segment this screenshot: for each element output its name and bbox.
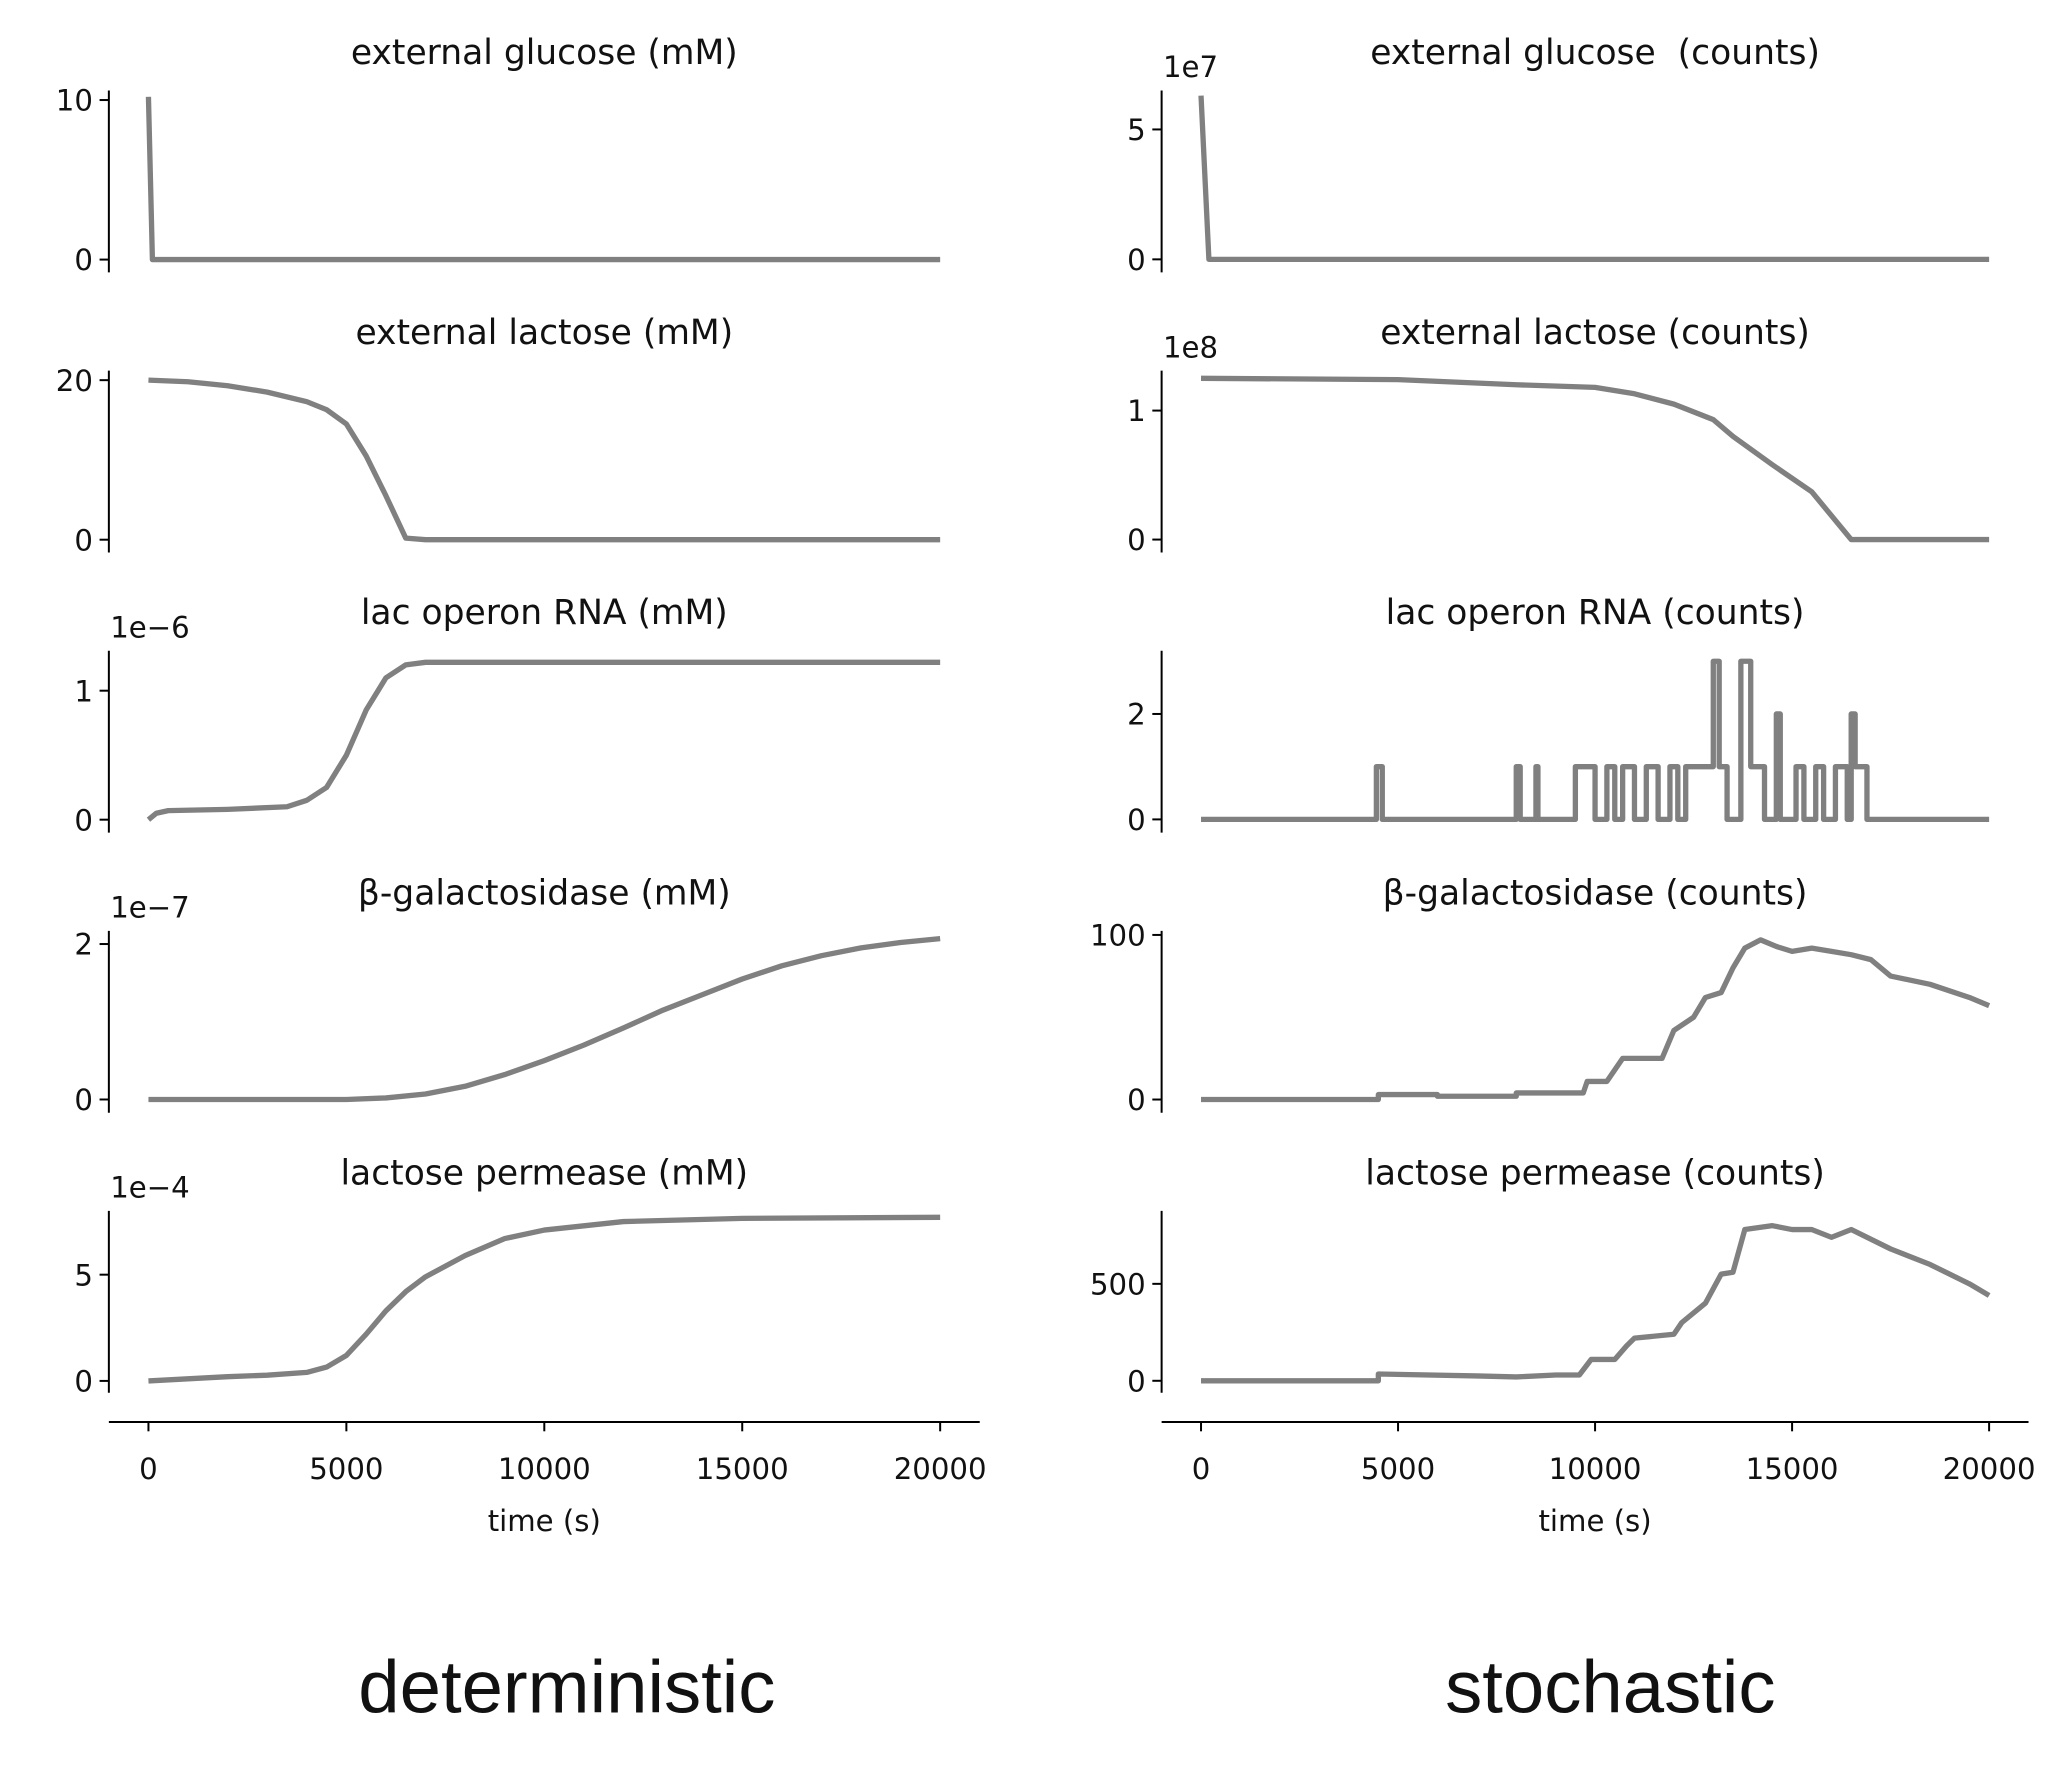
- data-line: [1201, 375, 1990, 543]
- chart-title: lactose permease (counts): [1365, 1153, 1825, 1193]
- y-tick-label: 1: [1127, 394, 1146, 428]
- y-tick-label: 0: [74, 1365, 93, 1399]
- x-axis-label: time (s): [1538, 1504, 1651, 1538]
- y-tick-label: 10: [56, 84, 93, 118]
- chart-title: external lactose (mM): [355, 313, 733, 353]
- data-line: [1201, 1223, 1991, 1384]
- y-tick-label: 500: [1090, 1267, 1146, 1301]
- y-tick-label: 0: [74, 803, 93, 837]
- y-tick-label: 2: [1127, 698, 1146, 732]
- y-tick-label: 20: [56, 364, 93, 398]
- y-tick-label: 0: [74, 523, 93, 557]
- offset-text: 1e−4: [110, 1171, 190, 1205]
- data-line: [148, 935, 941, 1103]
- y-tick-label: 5: [74, 1258, 93, 1292]
- chart-title: external lactose (counts): [1380, 313, 1810, 353]
- data-line: [1198, 95, 1990, 263]
- data-line: [148, 377, 941, 543]
- y-tick-label: 1: [74, 674, 93, 708]
- chart-title: lactose permease (mM): [340, 1153, 748, 1193]
- x-tick-label: 10000: [498, 1452, 591, 1486]
- y-tick-label: 0: [74, 1083, 93, 1117]
- data-line: [1201, 658, 1990, 823]
- y-tick-label: 100: [1090, 919, 1146, 953]
- chart-title: lac operon RNA (counts): [1386, 593, 1805, 633]
- y-tick-label: 0: [1127, 523, 1146, 557]
- column-label: deterministic: [358, 1646, 775, 1729]
- data-line: [145, 96, 941, 263]
- x-tick-label: 20000: [894, 1452, 987, 1486]
- offset-text: 1e7: [1163, 50, 1218, 84]
- y-tick-label: 0: [1127, 1364, 1146, 1398]
- x-tick-label: 15000: [1746, 1452, 1839, 1486]
- offset-text: 1e−6: [110, 610, 190, 644]
- y-tick-label: 0: [1127, 803, 1146, 837]
- y-tick-label: 5: [1127, 113, 1146, 147]
- y-tick-label: 2: [74, 928, 93, 962]
- offset-text: 1e−7: [110, 891, 190, 925]
- chart-title: β-galactosidase (counts): [1383, 873, 1808, 913]
- chart-title: lac operon RNA (mM): [361, 593, 728, 633]
- x-tick-label: 20000: [1943, 1452, 2036, 1486]
- x-tick-label: 15000: [696, 1452, 789, 1486]
- offset-text: 1e8: [1163, 330, 1218, 364]
- chart-title: external glucose (counts): [1370, 33, 1820, 73]
- y-tick-label: 0: [1127, 1083, 1146, 1117]
- y-tick-label: 0: [74, 243, 93, 277]
- x-axis-label: time (s): [488, 1504, 601, 1538]
- data-line: [1201, 937, 1991, 1103]
- data-line: [146, 659, 941, 822]
- chart-title: external glucose (mM): [351, 33, 738, 73]
- column-label: stochastic: [1445, 1646, 1775, 1729]
- y-tick-label: 0: [1127, 243, 1146, 277]
- x-tick-label: 0: [139, 1452, 158, 1486]
- x-tick-label: 5000: [1361, 1452, 1435, 1486]
- x-tick-label: 5000: [309, 1452, 383, 1486]
- chart-title: β-galactosidase (mM): [358, 873, 731, 913]
- data-line: [148, 1214, 941, 1384]
- x-tick-label: 10000: [1549, 1452, 1642, 1486]
- x-tick-label: 0: [1192, 1452, 1211, 1486]
